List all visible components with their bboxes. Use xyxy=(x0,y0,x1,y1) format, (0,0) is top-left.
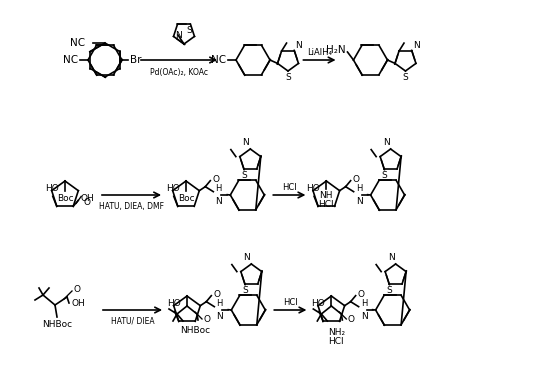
Text: H: H xyxy=(216,299,223,308)
Text: HO: HO xyxy=(306,184,320,193)
Text: N: N xyxy=(175,31,182,40)
Text: O: O xyxy=(212,175,219,184)
Text: Boc: Boc xyxy=(57,194,73,203)
Text: NH₂: NH₂ xyxy=(328,328,345,337)
Text: HCl: HCl xyxy=(318,200,334,209)
Text: N: N xyxy=(388,253,395,262)
Text: N: N xyxy=(356,197,362,206)
Text: NH: NH xyxy=(320,191,333,200)
Text: N: N xyxy=(413,41,420,50)
Text: H₂N: H₂N xyxy=(326,45,345,55)
Text: Br: Br xyxy=(130,55,141,65)
Text: HATU, DIEA, DMF: HATU, DIEA, DMF xyxy=(99,202,164,211)
Text: S: S xyxy=(386,286,392,295)
Text: O: O xyxy=(83,198,90,207)
Text: O: O xyxy=(74,285,81,294)
Text: OH: OH xyxy=(72,300,86,309)
Text: NHBoc: NHBoc xyxy=(42,320,72,329)
Text: HCl: HCl xyxy=(282,183,296,192)
Text: HCl: HCl xyxy=(328,337,344,346)
Text: S: S xyxy=(241,171,247,180)
Text: S: S xyxy=(285,73,291,82)
Text: HCl: HCl xyxy=(283,298,298,307)
Text: HO: HO xyxy=(166,184,180,193)
Text: O: O xyxy=(358,290,365,299)
Text: Pd(OAc)₂, KOAc: Pd(OAc)₂, KOAc xyxy=(150,68,208,77)
Text: O: O xyxy=(347,316,354,325)
Text: Boc: Boc xyxy=(178,194,194,203)
Text: LiAlH₄: LiAlH₄ xyxy=(307,48,332,57)
Text: N: N xyxy=(361,312,367,321)
Text: S: S xyxy=(186,26,192,35)
Text: HATU/ DIEA: HATU/ DIEA xyxy=(111,317,155,326)
Text: OH: OH xyxy=(80,194,94,203)
Text: N: N xyxy=(243,138,249,147)
Text: S: S xyxy=(403,73,408,82)
Text: S: S xyxy=(242,286,248,295)
Text: HO: HO xyxy=(311,299,325,308)
Text: O: O xyxy=(353,175,360,184)
Text: H: H xyxy=(356,184,362,193)
Text: O: O xyxy=(213,290,221,299)
Text: H: H xyxy=(361,299,367,308)
Text: N: N xyxy=(244,253,250,262)
Text: H: H xyxy=(215,184,222,193)
Text: NC: NC xyxy=(211,55,226,65)
Text: S: S xyxy=(381,171,387,180)
Text: N: N xyxy=(383,138,389,147)
Text: NHBoc: NHBoc xyxy=(180,326,210,335)
Text: N: N xyxy=(215,197,222,206)
Text: HO: HO xyxy=(45,184,59,193)
Text: O: O xyxy=(203,316,210,325)
Text: NC: NC xyxy=(70,38,85,48)
Text: N: N xyxy=(295,41,302,50)
Text: N: N xyxy=(216,312,223,321)
Text: HO: HO xyxy=(167,299,180,308)
Text: NC: NC xyxy=(63,55,78,65)
